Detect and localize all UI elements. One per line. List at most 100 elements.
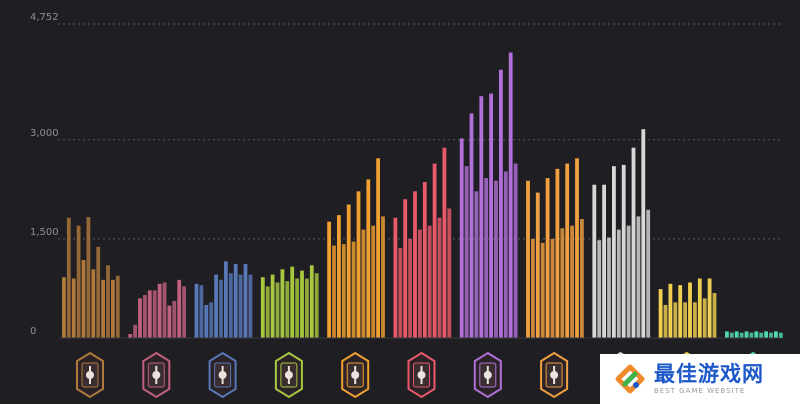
bar [133,324,137,338]
bar [381,216,385,338]
bar [570,225,574,338]
bar [759,332,764,338]
bar [233,263,238,338]
bar [688,282,692,338]
crown-emblem-icon [473,351,502,399]
bar [459,138,464,338]
bar [101,279,105,338]
bar [636,216,641,338]
bar [607,237,611,338]
bar [494,180,498,338]
bar [162,282,167,338]
bar [744,331,749,338]
bar [418,229,422,338]
bar [597,240,602,338]
bar [437,217,442,338]
bar [66,217,71,338]
bar [503,171,508,338]
bar [332,245,336,338]
bar [182,286,186,338]
bar [314,273,319,338]
bar [749,332,754,338]
bar [464,166,469,338]
bar [86,217,91,338]
bar [243,263,248,338]
bar [693,302,697,338]
bar [550,238,555,338]
bar [285,281,290,338]
bar [219,279,223,338]
bar [474,191,479,338]
bar [341,244,346,338]
bar [346,204,351,338]
bar [91,269,96,338]
bar [575,158,579,338]
bar [545,178,550,338]
bar [535,192,540,338]
bar [658,289,663,338]
watermark-title: 最佳游戏网 [654,362,764,386]
bar [526,180,530,338]
bar [371,225,376,338]
bar [427,225,432,338]
bar [106,265,110,338]
bar [774,331,778,338]
watermark: 最佳游戏网 BEST GAME WEBSITE [600,354,800,404]
y-tick-label: 0 [30,326,36,337]
bar [96,246,101,338]
bar [513,163,518,338]
bar [366,179,371,338]
bar [447,208,452,338]
eye-emblem-icon [208,351,237,399]
bar [209,302,214,338]
bar [295,278,299,338]
bar [499,69,503,338]
bar [489,93,493,339]
bar [224,261,228,338]
bar [260,277,265,338]
bar [309,265,314,338]
bar [398,248,403,338]
bar [351,241,356,338]
bar [469,113,474,338]
rabbit-emblem-icon [407,351,436,399]
bar [702,298,707,338]
bar [560,228,565,338]
bar [580,219,584,338]
bar [403,199,408,338]
bar [248,274,253,338]
bar [138,298,142,338]
bar [76,225,81,338]
bar [734,331,739,338]
bar [270,274,275,338]
bar [668,283,673,338]
bar [337,215,341,338]
bar [555,168,560,338]
y-tick-label: 1,500 [30,227,59,238]
bar [194,283,199,338]
bar [393,217,398,338]
bar [432,163,437,338]
y-tick-label: 4,752 [30,12,59,23]
bar [729,332,734,338]
dagger-emblem-icon [341,351,370,399]
bar [167,305,172,338]
bar [739,332,744,338]
bar [128,334,133,338]
bar [143,295,147,338]
bar [754,331,759,338]
bar [280,269,285,338]
bar [204,304,209,338]
bar [725,331,729,338]
bar [327,221,331,338]
bar [646,209,651,338]
bar [115,275,120,338]
bar [111,279,115,338]
bar [707,278,712,338]
bar [413,191,417,338]
spider-emblem-icon [540,351,569,399]
bar [275,282,280,338]
bar [663,304,668,338]
bar [152,290,157,338]
